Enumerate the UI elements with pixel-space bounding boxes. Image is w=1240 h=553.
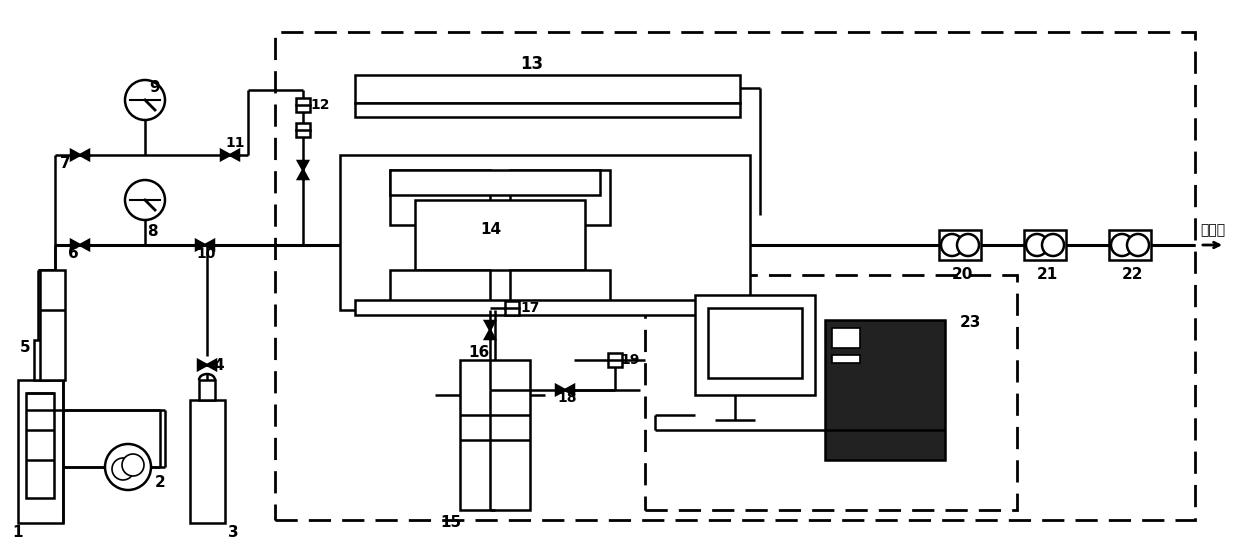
- Bar: [645, 275, 1017, 510]
- Polygon shape: [71, 240, 81, 250]
- Polygon shape: [556, 385, 565, 395]
- Bar: [391, 170, 600, 195]
- Polygon shape: [485, 330, 495, 339]
- Bar: [460, 360, 529, 510]
- Text: 11: 11: [224, 136, 244, 150]
- Polygon shape: [298, 161, 308, 170]
- Bar: [825, 320, 945, 460]
- Bar: [355, 75, 740, 103]
- Text: 6: 6: [68, 246, 79, 261]
- Bar: [391, 170, 490, 225]
- Text: 9: 9: [149, 80, 160, 95]
- Polygon shape: [71, 150, 81, 160]
- Polygon shape: [205, 240, 215, 250]
- Polygon shape: [229, 150, 239, 160]
- Text: 16: 16: [467, 345, 490, 360]
- Bar: [391, 270, 490, 310]
- Circle shape: [941, 234, 963, 256]
- Text: 13: 13: [520, 55, 543, 73]
- Bar: [1109, 230, 1151, 260]
- Bar: [694, 295, 815, 395]
- Polygon shape: [81, 240, 89, 250]
- Text: 19: 19: [620, 353, 640, 367]
- Text: 至大气: 至大气: [1200, 223, 1225, 237]
- Text: 21: 21: [1037, 267, 1058, 282]
- Text: 4: 4: [213, 357, 223, 373]
- Circle shape: [112, 458, 134, 480]
- Text: 14: 14: [480, 222, 501, 237]
- Bar: [939, 230, 981, 260]
- Bar: [415, 200, 585, 270]
- Bar: [296, 98, 310, 112]
- Bar: [608, 353, 622, 367]
- Text: 17: 17: [520, 301, 539, 315]
- Circle shape: [105, 444, 151, 490]
- Bar: [340, 155, 750, 310]
- Circle shape: [1111, 234, 1133, 256]
- Text: 1: 1: [12, 525, 22, 540]
- Text: 5: 5: [20, 340, 31, 355]
- Circle shape: [1042, 234, 1064, 256]
- Polygon shape: [207, 360, 216, 370]
- Bar: [510, 270, 610, 310]
- Polygon shape: [221, 150, 229, 160]
- Circle shape: [1127, 234, 1149, 256]
- Polygon shape: [565, 385, 574, 395]
- Bar: [40, 270, 64, 380]
- Circle shape: [125, 180, 165, 220]
- Bar: [198, 380, 215, 400]
- Polygon shape: [196, 240, 205, 250]
- Text: 2: 2: [155, 475, 166, 490]
- Text: 8: 8: [148, 224, 157, 239]
- Text: 15: 15: [440, 515, 461, 530]
- Bar: [355, 103, 740, 117]
- Bar: [19, 380, 63, 523]
- Text: 22: 22: [1122, 267, 1143, 282]
- Bar: [275, 32, 1195, 520]
- Bar: [296, 123, 310, 137]
- Circle shape: [1025, 234, 1048, 256]
- Text: 10: 10: [196, 247, 216, 261]
- Bar: [355, 300, 745, 315]
- Polygon shape: [298, 170, 308, 179]
- Text: 18: 18: [557, 391, 577, 405]
- Circle shape: [125, 80, 165, 120]
- Bar: [510, 170, 610, 225]
- Text: 20: 20: [952, 267, 973, 282]
- Text: 3: 3: [228, 525, 238, 540]
- Text: 12: 12: [310, 98, 330, 112]
- Bar: [708, 308, 802, 378]
- Polygon shape: [81, 150, 89, 160]
- Circle shape: [122, 454, 144, 476]
- Bar: [505, 301, 520, 315]
- Bar: [832, 355, 861, 363]
- Bar: [1024, 230, 1066, 260]
- Text: 7: 7: [60, 156, 71, 171]
- Bar: [26, 393, 55, 498]
- Text: 23: 23: [960, 315, 981, 330]
- Bar: [190, 400, 224, 523]
- Bar: [33, 340, 48, 380]
- Bar: [832, 328, 861, 348]
- Polygon shape: [198, 360, 207, 370]
- Polygon shape: [485, 321, 495, 330]
- Circle shape: [957, 234, 980, 256]
